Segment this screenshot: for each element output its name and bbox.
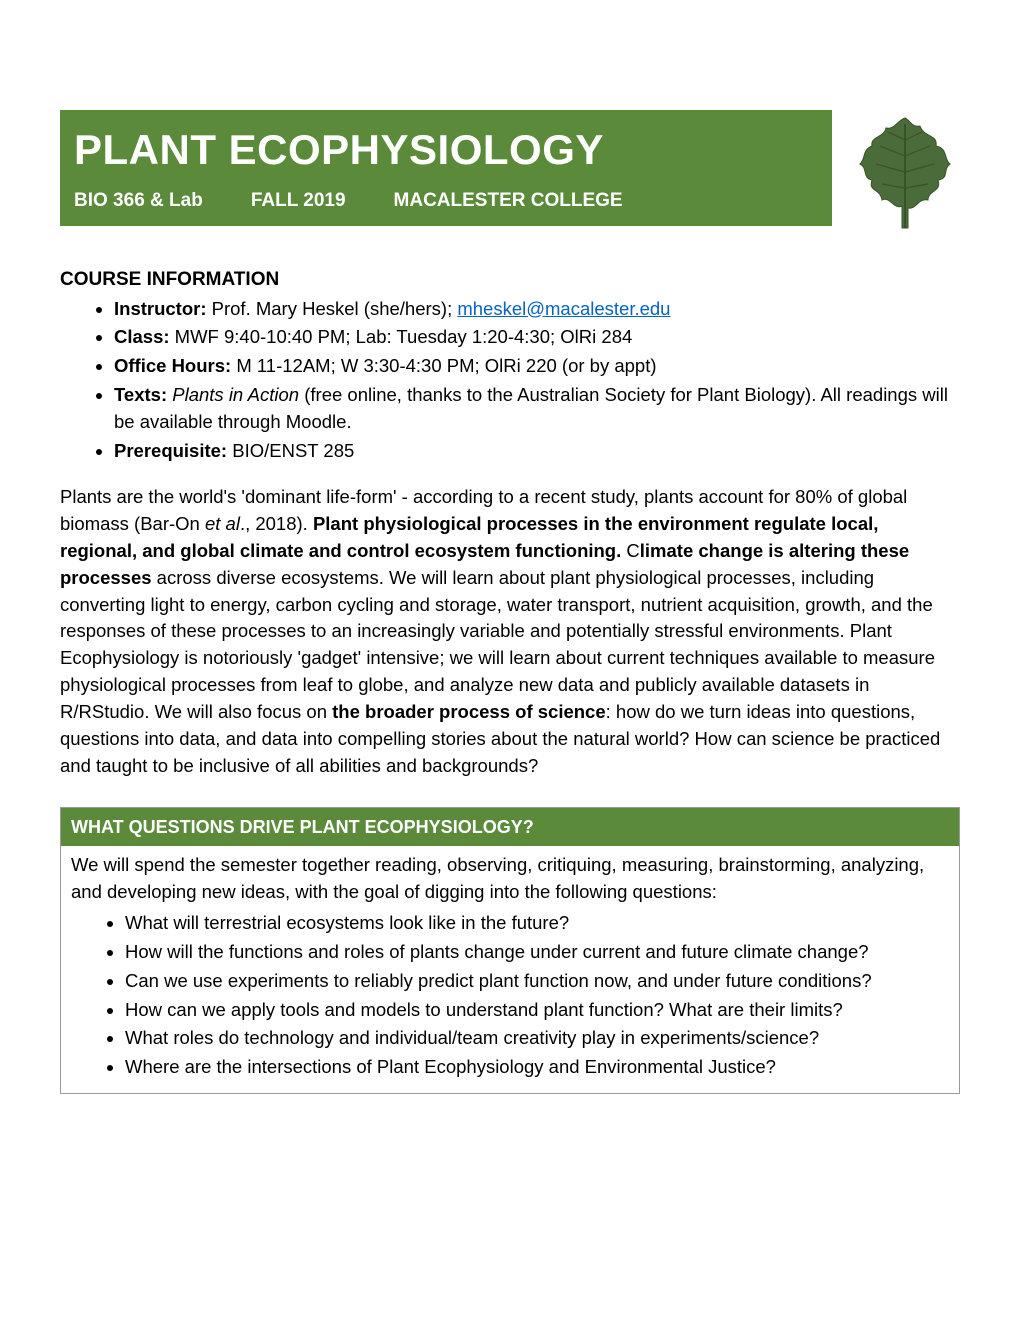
instructor-email-link[interactable]: mheskel@macalester.edu (457, 298, 670, 319)
instructor-label: Instructor: (114, 298, 207, 319)
list-item: Where are the intersections of Plant Eco… (125, 1054, 949, 1081)
list-item: How can we apply tools and models to und… (125, 997, 949, 1024)
texts-label: Texts: (114, 384, 167, 405)
course-info-list: Instructor: Prof. Mary Heskel (she/hers)… (60, 296, 960, 465)
class-text: MWF 9:40-10:40 PM; Lab: Tuesday 1:20-4:3… (170, 326, 633, 347)
list-item: What will terrestrial ecosystems look li… (125, 910, 949, 937)
class-label: Class: (114, 326, 170, 347)
desc-text: across diverse ecosystems. We will learn… (60, 567, 935, 722)
course-title: PLANT ECOPHYSIOLOGY (74, 120, 818, 181)
instructor-text: Prof. Mary Heskel (she/hers); (207, 298, 458, 319)
course-school: MACALESTER COLLEGE (394, 187, 623, 215)
header-banner: PLANT ECOPHYSIOLOGY BIO 366 & Lab FALL 2… (60, 110, 832, 226)
questions-intro: We will spend the semester together read… (71, 852, 949, 906)
questions-body: We will spend the semester together read… (60, 846, 960, 1094)
list-item: Instructor: Prof. Mary Heskel (she/hers)… (114, 296, 960, 323)
header-row: PLANT ECOPHYSIOLOGY BIO 366 & Lab FALL 2… (60, 110, 960, 230)
course-info-heading: COURSE INFORMATION (60, 266, 960, 294)
questions-heading-bar: WHAT QUESTIONS DRIVE PLANT ECOPHYSIOLOGY… (60, 807, 960, 846)
office-hours-text: M 11-12AM; W 3:30-4:30 PM; OlRi 220 (or … (231, 355, 656, 376)
list-item: Can we use experiments to reliably predi… (125, 968, 949, 995)
questions-list: What will terrestrial ecosystems look li… (71, 910, 949, 1081)
prereq-label: Prerequisite: (114, 440, 227, 461)
desc-text: C (626, 540, 639, 561)
course-code: BIO 366 & Lab (74, 187, 203, 215)
prereq-text: BIO/ENST 285 (227, 440, 354, 461)
list-item: Office Hours: M 11-12AM; W 3:30-4:30 PM;… (114, 353, 960, 380)
leaf-icon (850, 110, 960, 230)
list-item: Texts: Plants in Action (free online, th… (114, 382, 960, 436)
office-hours-label: Office Hours: (114, 355, 231, 376)
course-term: FALL 2019 (251, 187, 346, 215)
list-item: Prerequisite: BIO/ENST 285 (114, 438, 960, 465)
desc-bold: the broader process of science (332, 701, 606, 722)
desc-text: ., 2018). (240, 513, 313, 534)
course-description: Plants are the world's 'dominant life-fo… (60, 484, 960, 779)
questions-box: WHAT QUESTIONS DRIVE PLANT ECOPHYSIOLOGY… (60, 807, 960, 1094)
texts-title: Plants in Action (167, 384, 299, 405)
desc-etal: et al (205, 513, 240, 534)
list-item: How will the functions and roles of plan… (125, 939, 949, 966)
list-item: Class: MWF 9:40-10:40 PM; Lab: Tuesday 1… (114, 324, 960, 351)
course-subtitle-row: BIO 366 & Lab FALL 2019 MACALESTER COLLE… (74, 187, 818, 215)
list-item: What roles do technology and individual/… (125, 1025, 949, 1052)
